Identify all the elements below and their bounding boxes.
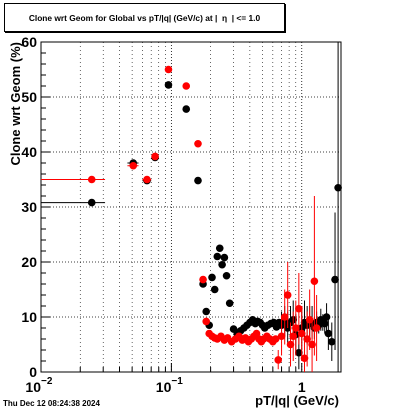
data-point	[182, 105, 191, 113]
x-tick-exponent: −2	[41, 376, 53, 387]
data-point	[277, 332, 286, 341]
data-point	[208, 273, 216, 282]
y-tick-label: 10	[21, 309, 37, 325]
y-tick-label: 30	[21, 199, 37, 215]
data-point	[295, 348, 303, 357]
data-point	[225, 299, 234, 308]
x-tick-label: 10	[25, 379, 41, 395]
y-tick-label: 20	[21, 254, 37, 270]
grid	[41, 42, 342, 372]
data-point	[327, 337, 336, 346]
x-tick-exponent: −1	[171, 376, 183, 387]
data-point	[324, 329, 333, 338]
data-point	[274, 356, 283, 364]
data-point	[194, 176, 202, 185]
data-point	[310, 277, 319, 286]
data-point	[194, 139, 202, 148]
chart-title: Clone wrt Geom for Global vs pT/|q| (GeV…	[4, 3, 285, 32]
data-point	[164, 81, 173, 89]
data-point	[220, 253, 229, 262]
data-point	[289, 332, 298, 341]
data-point	[143, 175, 151, 184]
data-point	[164, 65, 173, 74]
data-point	[199, 275, 207, 284]
data-point	[322, 313, 331, 321]
series-1	[41, 65, 321, 372]
data-point	[280, 313, 289, 321]
x-axis-label: pT/|q| (GeV/c)	[255, 393, 339, 408]
data-point	[297, 329, 306, 338]
y-axis-label: Clone wrt Geom (%)	[8, 42, 23, 166]
data-point	[303, 335, 311, 343]
data-point	[202, 317, 211, 326]
timestamp-footer: Thu Dec 12 08:24:38 2024	[3, 399, 100, 408]
data-point	[291, 324, 300, 332]
data-point	[283, 291, 292, 299]
data-layer	[41, 42, 342, 372]
data-point	[286, 340, 295, 349]
data-point	[129, 161, 138, 170]
data-point	[331, 275, 339, 284]
data-point	[295, 304, 303, 313]
data-point	[271, 335, 280, 343]
data-point	[222, 271, 231, 280]
x-tick-label: 1	[298, 379, 306, 395]
data-point	[87, 198, 96, 207]
data-point	[151, 152, 159, 161]
data-point	[300, 354, 309, 363]
data-point	[320, 319, 329, 328]
data-point	[182, 82, 191, 90]
data-point	[305, 315, 314, 324]
data-point	[213, 252, 222, 261]
data-point	[210, 285, 219, 294]
y-tick-label: 0	[29, 364, 37, 380]
data-point	[334, 183, 342, 192]
y-tick-label: 50	[21, 89, 37, 105]
data-point	[215, 244, 224, 253]
data-point	[87, 175, 96, 184]
data-point	[312, 324, 321, 332]
data-point	[202, 307, 211, 316]
x-tick-label: 10	[156, 379, 172, 395]
y-tick-label: 40	[21, 144, 37, 160]
data-point	[218, 260, 226, 269]
y-tick-label: 60	[21, 34, 37, 50]
